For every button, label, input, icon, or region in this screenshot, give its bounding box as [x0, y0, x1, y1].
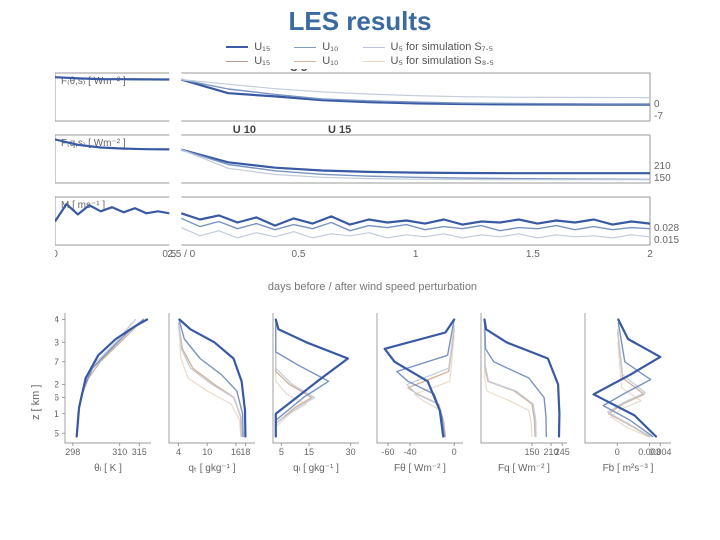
svg-text:310: 310	[112, 447, 127, 457]
svg-text:2.7: 2.7	[55, 357, 59, 368]
legend-item: U₁₀	[294, 41, 338, 53]
svg-text:18: 18	[240, 447, 250, 457]
x-axis-caption: days before / after wind speed perturbat…	[55, 281, 690, 293]
svg-text:qₜ [ gkg⁻¹ ]: qₜ [ gkg⁻¹ ]	[188, 463, 235, 474]
svg-text:U 15: U 15	[328, 124, 351, 136]
svg-text:0.5: 0.5	[55, 428, 59, 439]
svg-text:θₗ [ K ]: θₗ [ K ]	[94, 463, 122, 474]
z-axis-label: z [ km ]	[30, 385, 42, 420]
svg-text:Fθ [ Wm⁻² ]: Fθ [ Wm⁻² ]	[394, 463, 446, 474]
legend-item: U₁₀	[294, 55, 338, 67]
svg-text:0: 0	[452, 447, 457, 457]
svg-text:-60: -60	[382, 447, 395, 457]
svg-text:210: 210	[654, 161, 671, 172]
legend: U₁₅ U₁₅ U₁₀ U₁₀ U₅ for simulation S₇.₅ U₅ for…	[0, 41, 720, 67]
svg-text:1.1: 1.1	[55, 409, 59, 420]
svg-text:4: 4	[176, 447, 181, 457]
svg-text:150: 150	[524, 447, 539, 457]
svg-text:1.6: 1.6	[55, 393, 59, 404]
svg-text:315: 315	[132, 447, 147, 457]
svg-text:0: 0	[55, 249, 58, 260]
svg-text:2.5 / 0: 2.5 / 0	[167, 249, 195, 260]
svg-text:0: 0	[654, 99, 660, 110]
legend-item: U₁₅	[226, 41, 270, 53]
legend-item: U₅ for simulation S₈.₅	[363, 55, 494, 67]
svg-text:2: 2	[647, 249, 653, 260]
svg-text:Fb [ m²s⁻³ ]: Fb [ m²s⁻³ ]	[603, 463, 654, 474]
svg-text:U 5: U 5	[290, 69, 307, 74]
svg-text:2: 2	[55, 380, 59, 391]
timeseries-panels: F₍θ,s₎ [ Wm⁻² ]660-7U 5F₍q,s₎ [ Wm⁻² ]50…	[55, 69, 690, 279]
svg-text:1.5: 1.5	[526, 249, 540, 260]
svg-text:-7: -7	[654, 111, 663, 122]
profile-panels: 43.32.721.61.10.5298310315θₗ [ K ]410161…	[55, 305, 695, 480]
svg-text:1: 1	[413, 249, 419, 260]
page-title: LES results	[0, 6, 720, 37]
timeseries-svg: F₍θ,s₎ [ Wm⁻² ]660-7U 5F₍q,s₎ [ Wm⁻² ]50…	[55, 69, 690, 279]
svg-text:0.015: 0.015	[654, 235, 679, 246]
svg-text:U 10: U 10	[233, 124, 256, 136]
svg-text:Fq [ Wm⁻² ]: Fq [ Wm⁻² ]	[498, 463, 550, 474]
svg-text:5: 5	[279, 447, 284, 457]
svg-text:30: 30	[346, 447, 356, 457]
svg-text:298: 298	[65, 447, 80, 457]
svg-text:150: 150	[654, 173, 671, 184]
svg-text:15: 15	[304, 447, 314, 457]
svg-text:qₗ [ gkg⁻¹ ]: qₗ [ gkg⁻¹ ]	[293, 463, 339, 474]
svg-text:-40: -40	[404, 447, 417, 457]
svg-text:245: 245	[555, 447, 570, 457]
profiles-svg: 43.32.721.61.10.5298310315θₗ [ K ]410161…	[55, 305, 695, 480]
legend-item: U₁₅	[226, 55, 270, 67]
svg-text:3.3: 3.3	[55, 337, 59, 348]
svg-text:0.028: 0.028	[654, 223, 679, 234]
legend-item: U₅ for simulation S₇.₅	[363, 41, 494, 53]
svg-text:10: 10	[202, 447, 212, 457]
svg-text:0.5: 0.5	[292, 249, 306, 260]
svg-text:0.004: 0.004	[649, 447, 672, 457]
svg-text:0: 0	[615, 447, 620, 457]
svg-text:4: 4	[55, 315, 59, 326]
svg-text:16: 16	[231, 447, 241, 457]
